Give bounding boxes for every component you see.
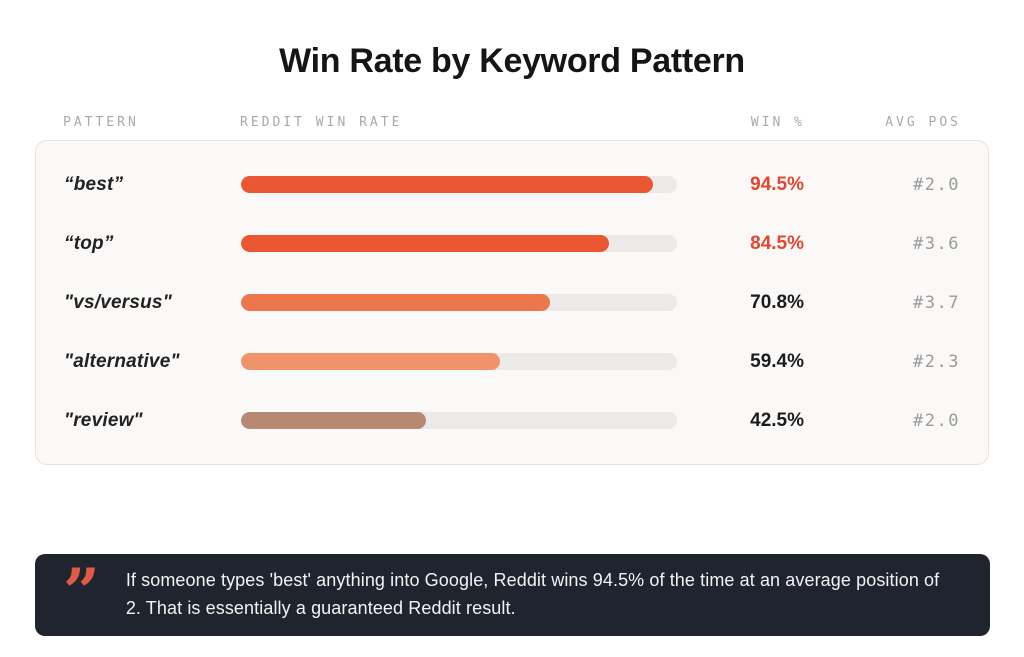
table-row: “top” 84.5% #3.6 [64,215,960,273]
win-rate-bar-fill [241,412,427,429]
win-percentage-value: 94.5% [750,173,804,195]
avg-position-value: #2.3 [913,351,960,372]
pattern-label: "review" [64,409,143,431]
page-title: Win Rate by Keyword Pattern [279,42,745,80]
quote-icon: ” [63,555,100,630]
win-rate-bar-track [241,235,677,252]
win-percentage-value: 59.4% [750,350,804,372]
win-percentage-value: 70.8% [750,291,804,313]
win-rate-bar-track [241,353,677,370]
column-header-win-pct: WIN % [750,115,805,130]
win-rate-bar-fill [241,353,500,370]
column-header-win-rate-bar: REDDIT WIN RATE [240,115,403,130]
win-rate-bar-track [241,294,677,311]
table-header-row: PATTERN REDDIT WIN RATE WIN % AVG POS [35,115,989,130]
avg-position-value: #2.0 [913,174,960,195]
win-rate-bar-fill [241,235,610,252]
table-row: "vs/versus" 70.8% #3.7 [64,274,960,332]
quote-callout: ” If someone types 'best' anything into … [35,554,990,636]
column-header-avg-pos: AVG POS [885,115,961,130]
win-rate-bar-fill [241,294,550,311]
win-rate-bar-track [241,412,677,429]
avg-position-value: #3.7 [913,292,960,313]
win-rate-bar-track [241,176,677,193]
pattern-label: "alternative" [64,350,180,372]
pattern-label: “top” [64,232,114,254]
table-row: "review" 42.5% #2.0 [64,392,960,450]
chart-card: “best” 94.5% #2.0 “top” 84.5% #3.6 "vs/v… [35,140,989,465]
quote-text: If someone types 'best' anything into Go… [125,570,940,618]
infographic-page: Win Rate by Keyword Pattern PATTERN REDD… [0,42,1024,657]
win-percentage-value: 42.5% [750,409,804,431]
table-row: “best” 94.5% #2.0 [64,156,960,214]
pattern-label: “best” [64,173,124,195]
avg-position-value: #3.6 [913,233,960,254]
win-percentage-value: 84.5% [750,232,804,254]
pattern-label: "vs/versus" [64,291,172,313]
avg-position-value: #2.0 [913,410,960,431]
table-row: "alternative" 59.4% #2.3 [64,333,960,391]
win-rate-bar-fill [241,176,654,193]
column-header-pattern: PATTERN [63,115,139,130]
